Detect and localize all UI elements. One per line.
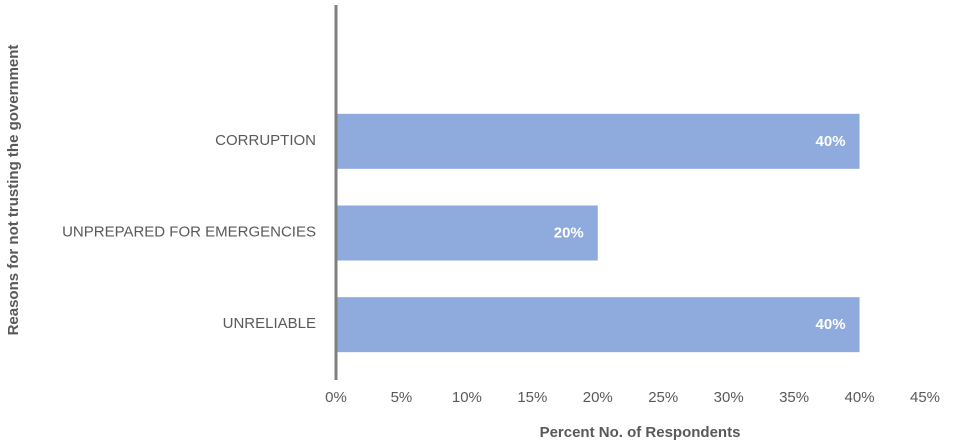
x-tick-label: 45% [910,389,940,406]
data-label: 40% [816,316,846,333]
bar [336,113,860,169]
x-tick-label: 20% [583,389,613,406]
x-tick-label: 30% [714,389,744,406]
data-label: 20% [554,224,584,241]
y-tick-label: CORRUPTION [215,132,316,149]
x-tick-label: 15% [517,389,547,406]
x-tick-label: 5% [391,389,413,406]
x-tick-label: 10% [452,389,482,406]
x-tick-label: 25% [648,389,678,406]
y-axis-title: Reasons for not trusting the government [5,45,22,336]
bar [336,297,860,353]
x-tick-label: 35% [779,389,809,406]
y-tick-label: UNRELIABLE [223,315,316,332]
x-tick-label: 40% [845,389,875,406]
data-label: 40% [816,133,846,150]
bar [336,205,598,261]
x-axis-title: Percent No. of Respondents [540,424,741,441]
y-tick-label: UNPREPARED FOR EMERGENCIES [62,223,316,240]
x-tick-label: 0% [325,389,347,406]
